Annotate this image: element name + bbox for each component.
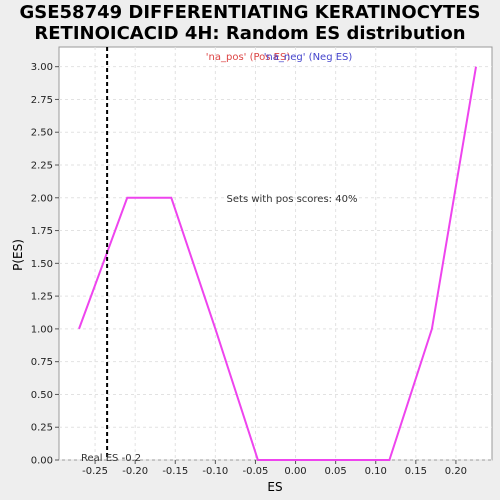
x-axis-title: ES (267, 480, 282, 494)
y-tick-label: 0.50 (31, 390, 53, 401)
series-layer (78, 66, 477, 461)
pos-scores-annotation: Sets with pos scores: 40% (227, 194, 358, 205)
x-tick-label: 0.15 (405, 466, 427, 477)
x-tick-label: 0.10 (365, 466, 387, 477)
legend-neg-label: 'na_neg' (Neg ES) (264, 52, 353, 63)
x-tick-label: -0.05 (243, 466, 269, 477)
y-tick-label: 2.25 (31, 161, 53, 172)
x-tick-label: 0.00 (284, 466, 306, 477)
legend-pos-label: 'na_pos' (Pos ES) (206, 52, 291, 63)
y-tick-label: 0.00 (31, 456, 53, 467)
chart-title: GSE58749 DIFFERENTIATING KERATINOCYTES R… (0, 2, 500, 44)
y-tick-label: 2.75 (31, 95, 53, 106)
y-tick-label: 2.00 (31, 193, 53, 204)
x-tick-label: -0.15 (162, 466, 188, 477)
es-distribution-line (78, 66, 477, 461)
y-tick-label: 1.75 (31, 226, 53, 237)
y-tick-label: 2.50 (31, 128, 53, 139)
x-tick-label: 0.20 (445, 466, 467, 477)
y-axis-title: P(ES) (11, 239, 25, 271)
y-tick-label: 1.50 (31, 259, 53, 270)
chart-title-line-1: GSE58749 DIFFERENTIATING KERATINOCYTES (19, 2, 481, 23)
x-tick-label: -0.20 (122, 466, 148, 477)
y-tick-label: 0.75 (31, 357, 53, 368)
chart-title-line-2: RETINOICACID 4H: Random ES distribution (34, 23, 466, 44)
x-tick-label: 0.05 (325, 466, 347, 477)
y-tick-label: 0.25 (31, 423, 53, 434)
y-tick-label: 1.25 (31, 292, 53, 303)
y-tick-label: 3.00 (31, 62, 53, 73)
plot-area (58, 46, 493, 461)
y-tick-label: 1.00 (31, 324, 53, 335)
x-tick-label: -0.10 (202, 466, 228, 477)
x-axis: -0.25 -0.20 -0.15 -0.10 -0.05 0.00 0.05 0.10 0.1… (82, 460, 467, 477)
x-tick-label: -0.25 (82, 466, 108, 477)
real-es-label: Real ES -0.2 (81, 453, 141, 464)
y-axis: 0.00 0.25 0.50 0.75 1.00 1.25 1.50 1.75 2.00 2.25… (31, 62, 59, 467)
